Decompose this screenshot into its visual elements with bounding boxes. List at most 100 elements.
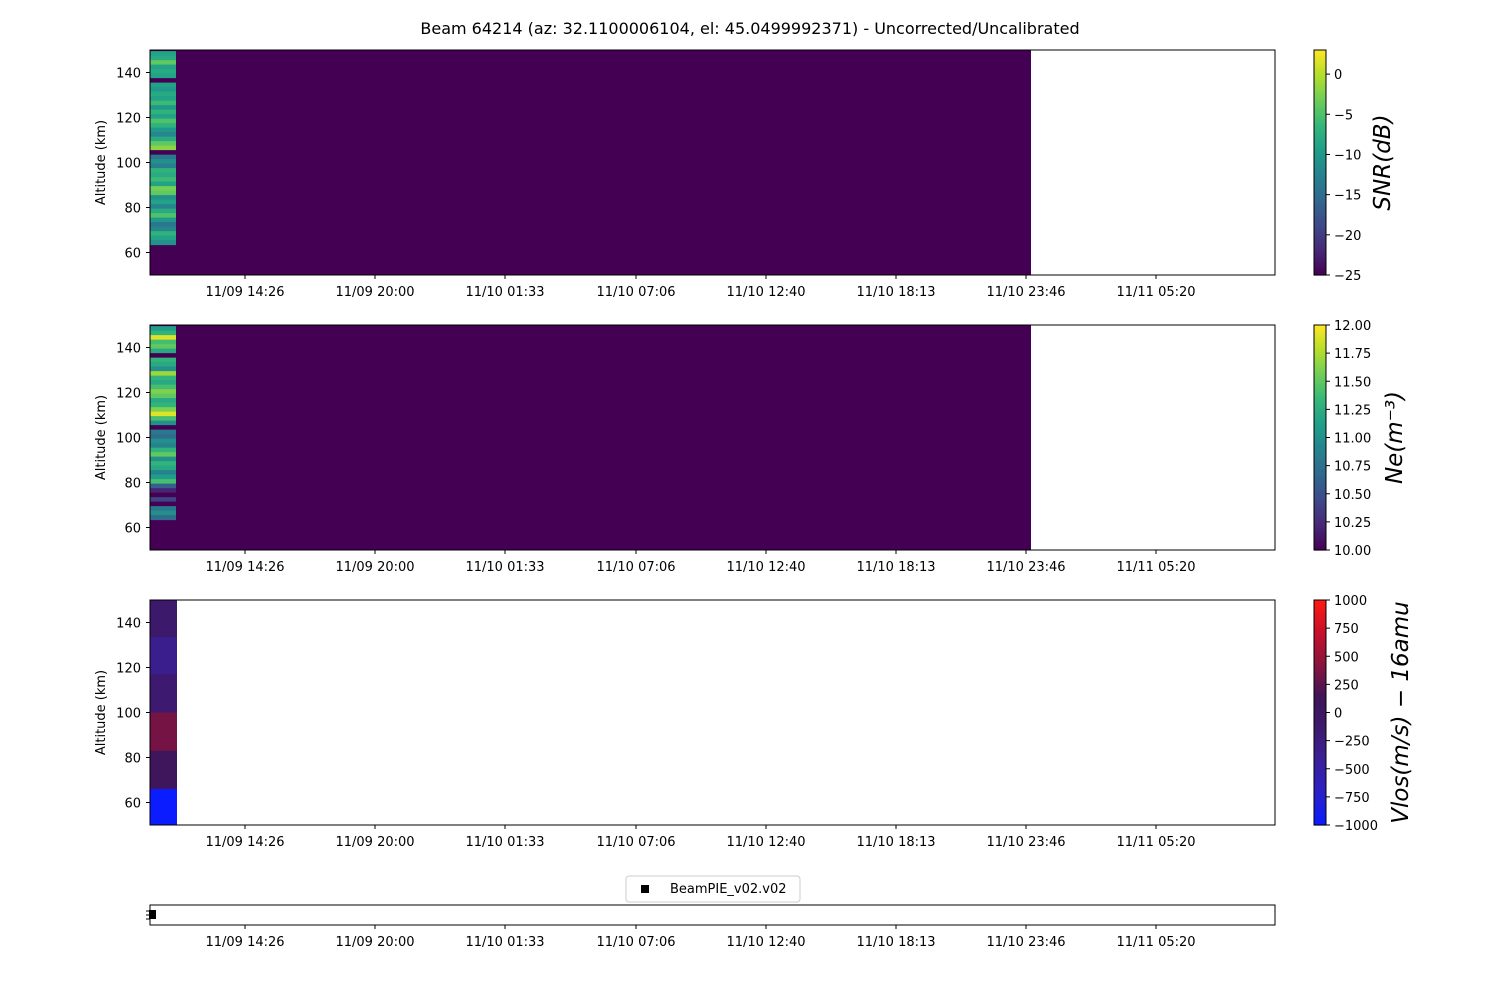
colorbar-segment — [1314, 642, 1326, 646]
colorbar-segment — [1314, 604, 1326, 608]
colorbar-segment — [1314, 419, 1326, 423]
colorbar-segment — [1314, 207, 1326, 211]
x-tick-label: 11/09 14:26 — [205, 560, 284, 575]
colorbar-segment — [1314, 699, 1326, 702]
colorbar-segment — [1314, 520, 1326, 524]
colorbar-segment — [1314, 379, 1326, 382]
heatmap-cell — [150, 217, 176, 223]
heatmap-cell — [150, 213, 176, 219]
y-tick-label: 60 — [124, 247, 141, 262]
heatmap-cell — [150, 181, 176, 187]
heatmap-cell — [150, 515, 176, 521]
colorbar-segment — [1314, 771, 1326, 774]
colorbar-segment — [1314, 137, 1326, 141]
colorbar-segment — [1314, 245, 1326, 249]
heatmap-cell — [150, 438, 176, 444]
colorbar-segment — [1314, 356, 1326, 360]
heatmap-cell — [150, 240, 176, 246]
heatmap-cell — [150, 501, 176, 507]
colorbar-segment — [1314, 68, 1326, 71]
legend: BeamPIE_v02.v02 — [625, 875, 801, 903]
colorbar-segment — [1314, 426, 1326, 430]
colorbar-segment — [1314, 54, 1326, 58]
colorbar-segment — [1314, 349, 1326, 353]
heatmap-cell — [150, 163, 176, 169]
heatmap-cell — [150, 506, 176, 512]
colorbar-segment — [1314, 435, 1326, 439]
colorbar-segment — [1314, 660, 1326, 664]
colorbar-segment — [1314, 714, 1326, 718]
colorbar-segment — [1314, 627, 1326, 630]
colorbar-tick-label: 10.75 — [1334, 460, 1371, 475]
colorbar-segment — [1314, 636, 1326, 639]
colorbar-segment — [1314, 415, 1326, 418]
colorbar-segment — [1314, 717, 1326, 720]
colorbar-segment — [1314, 151, 1326, 155]
x-tick-label: 11/09 20:00 — [335, 935, 414, 950]
colorbar-segment — [1314, 146, 1326, 150]
colorbar-segment — [1314, 428, 1326, 432]
colorbar-segment — [1314, 525, 1326, 529]
colorbar-segment — [1314, 70, 1326, 74]
colorbar-segment — [1314, 92, 1326, 96]
colorbar-segment — [1314, 437, 1326, 441]
colorbar-segment — [1314, 149, 1326, 152]
heatmap-cell — [150, 443, 176, 449]
colorbar-segment — [1314, 762, 1326, 765]
colorbar-segment — [1314, 171, 1326, 175]
colorbar-segment — [1314, 800, 1326, 804]
y-tick-label: 80 — [124, 752, 141, 767]
colorbar-segment — [1314, 50, 1326, 53]
x-tick-label: 11/09 14:26 — [205, 835, 284, 850]
colorbar-segment — [1314, 547, 1326, 551]
colorbar-segment — [1314, 471, 1326, 475]
colorbar-segment — [1314, 757, 1326, 761]
heatmap-cell — [150, 73, 176, 79]
heatmap-cell — [150, 434, 176, 440]
colorbar-segment — [1314, 338, 1326, 342]
colorbar-segment — [1314, 354, 1326, 358]
colorbar-segment — [1314, 214, 1326, 218]
heatmap-cell — [150, 344, 176, 350]
colorbar-segment — [1314, 442, 1326, 445]
panel-3: 60 80 100 120 140 Altitude (km) 11/09 14:26 11/… — [94, 594, 1414, 850]
colorbar-segment — [1314, 444, 1326, 448]
colorbar-segment — [1314, 358, 1326, 362]
colorbar-segment — [1314, 822, 1326, 826]
colorbar-segment — [1314, 773, 1326, 777]
heatmap-cell — [150, 132, 176, 138]
colorbar-segment — [1314, 746, 1326, 750]
heatmap-cell — [150, 420, 176, 426]
heatmap-cell — [150, 789, 177, 826]
colorbar-segment — [1314, 227, 1326, 231]
colorbar-segment — [1314, 484, 1326, 488]
colorbar-segment — [1314, 624, 1326, 628]
colorbar-segment — [1314, 241, 1326, 245]
panel-2: 60 80 100 120 140 Altitude (km) 11/09 14:26 11/… — [94, 319, 1408, 575]
colorbar-segment — [1314, 505, 1326, 508]
heatmap-cell — [150, 416, 176, 422]
colorbar-segment — [1314, 101, 1326, 105]
colorbar-segment — [1314, 638, 1326, 642]
colorbar-segment — [1314, 104, 1326, 107]
colorbar-segment — [1314, 385, 1326, 389]
figure-title: Beam 64214 (az: 32.1100006104, el: 45.04… — [420, 19, 1079, 38]
colorbar-segment — [1314, 72, 1326, 76]
colorbar-segment — [1314, 816, 1326, 819]
colorbar-segment — [1314, 417, 1326, 421]
colorbar-segment — [1314, 462, 1326, 466]
colorbar-segment — [1314, 392, 1326, 396]
colorbar-segment — [1314, 63, 1326, 67]
colorbar-segment — [1314, 272, 1326, 276]
colorbar-segment — [1314, 408, 1326, 412]
colorbar-segment — [1314, 225, 1326, 229]
colorbar-segment — [1314, 218, 1326, 222]
colorbar-segment — [1314, 115, 1326, 119]
colorbar-segment — [1314, 460, 1326, 463]
x-tick-label: 11/09 14:26 — [205, 285, 284, 300]
colorbar-segment — [1314, 167, 1326, 170]
colorbar-tick-label: 250 — [1334, 678, 1359, 693]
heatmap-cell — [150, 199, 176, 205]
colorbar-segment — [1314, 755, 1326, 759]
colorbar-segment — [1314, 252, 1326, 256]
